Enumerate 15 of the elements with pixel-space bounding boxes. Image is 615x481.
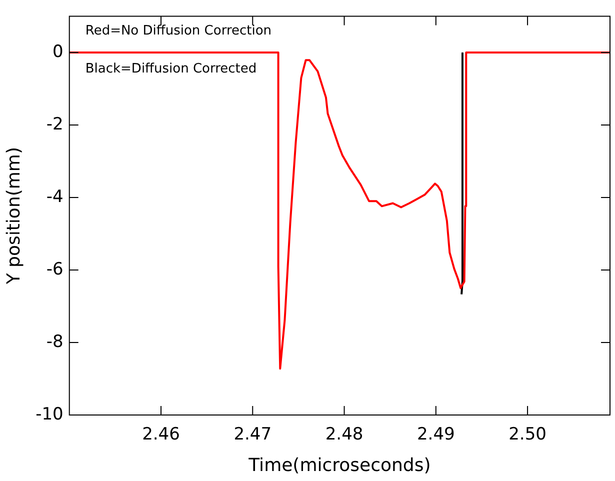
y-axis-title: Y position(mm)	[3, 147, 24, 286]
y-tick-label: -10	[36, 404, 64, 424]
x-tick-label: 2.46	[142, 424, 180, 445]
annotation: Red=No Diffusion Correction	[85, 24, 272, 39]
y-tick-label: -4	[46, 186, 64, 207]
y-tick-label: -6	[46, 259, 64, 280]
y-tick-label: -8	[46, 332, 64, 352]
y-tick-label: -2	[46, 114, 64, 134]
x-tick-label: 2.47	[234, 424, 272, 445]
x-tick-label: 2.49	[416, 424, 455, 445]
x-axis-title: Time(microseconds)	[248, 454, 431, 476]
x-tick-label: 2.50	[508, 424, 546, 445]
x-tick-label: 2.48	[325, 424, 364, 445]
annotation: Black=Diffusion Corrected	[85, 62, 257, 77]
y-tick-label: 0	[52, 42, 64, 62]
